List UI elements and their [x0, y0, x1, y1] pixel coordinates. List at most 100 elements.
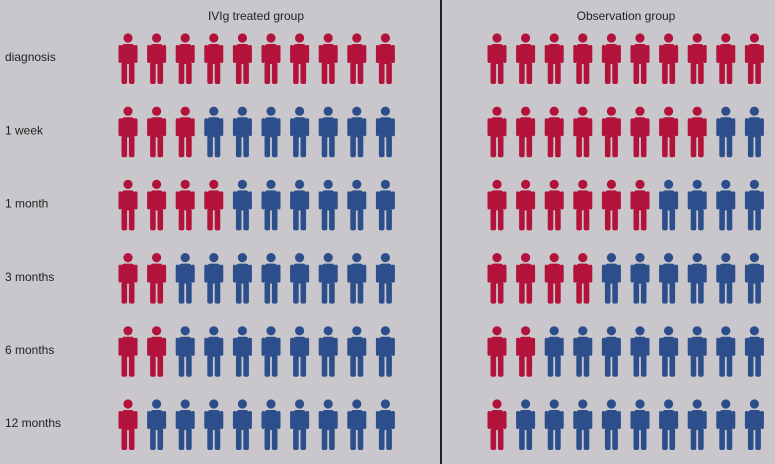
head: [492, 179, 502, 189]
arm: [277, 337, 281, 356]
arm: [731, 264, 736, 283]
torso: [321, 336, 335, 357]
person-icon: [147, 326, 167, 377]
leg: [719, 208, 725, 231]
torso: [719, 336, 733, 357]
person-icon: [659, 326, 679, 377]
arm: [560, 118, 564, 137]
torso: [293, 190, 307, 211]
head: [295, 399, 305, 409]
person-icon: [573, 326, 593, 377]
head: [606, 253, 616, 263]
arm: [646, 337, 650, 356]
arm: [703, 337, 707, 356]
person-icon: [601, 326, 621, 377]
leg: [235, 281, 242, 304]
arm: [516, 264, 520, 283]
arm: [334, 411, 338, 429]
head: [352, 179, 362, 189]
arm: [716, 45, 720, 63]
leg: [583, 62, 590, 84]
arm: [318, 264, 323, 283]
leg: [719, 354, 725, 377]
person-icon: [716, 399, 736, 450]
leg: [271, 135, 278, 158]
arm: [716, 191, 720, 210]
leg: [490, 208, 497, 231]
leg: [547, 208, 554, 231]
arm: [261, 264, 265, 283]
leg: [547, 354, 554, 377]
head: [152, 179, 162, 189]
leg: [669, 354, 676, 377]
torso: [747, 336, 761, 357]
leg: [547, 428, 554, 450]
leg: [186, 62, 192, 84]
head: [152, 399, 162, 409]
leg: [583, 428, 590, 450]
torso: [604, 263, 618, 284]
person-icon: [204, 326, 224, 377]
leg: [726, 428, 733, 450]
person-icon: [261, 33, 281, 84]
leg: [350, 62, 356, 84]
head: [380, 33, 390, 43]
arm: [191, 264, 195, 283]
arm: [674, 264, 679, 283]
person-icon: [516, 253, 536, 304]
arm: [630, 118, 634, 137]
leg: [633, 281, 640, 304]
person-icon: [744, 253, 764, 304]
person-icon: [601, 106, 621, 158]
person-icon: [261, 179, 281, 231]
leg: [604, 135, 611, 158]
arm: [118, 411, 122, 429]
arm: [248, 337, 252, 356]
leg: [378, 428, 385, 450]
torso: [264, 117, 278, 138]
torso: [207, 190, 221, 211]
torso: [350, 190, 364, 211]
arm: [232, 45, 237, 63]
leg: [755, 281, 761, 304]
head: [380, 253, 390, 263]
leg: [329, 281, 335, 304]
leg: [243, 62, 249, 84]
head: [749, 179, 759, 189]
person-icon: [290, 179, 310, 231]
arm: [134, 191, 138, 210]
person-icon: [544, 399, 564, 450]
arm: [277, 118, 281, 137]
leg: [186, 354, 192, 377]
head: [180, 399, 190, 409]
leg: [669, 208, 676, 231]
panel-title: IVIg treated group: [208, 9, 304, 23]
leg: [235, 354, 242, 377]
leg: [519, 62, 525, 84]
person-icon: [744, 326, 764, 377]
arm: [362, 118, 367, 137]
head: [606, 106, 616, 116]
arm: [318, 118, 323, 137]
head: [692, 33, 702, 43]
leg: [719, 135, 725, 158]
leg: [321, 62, 328, 84]
arm: [630, 191, 634, 210]
torso: [490, 336, 504, 357]
person-icon: [659, 399, 679, 450]
arm: [544, 264, 549, 283]
torso: [235, 190, 249, 211]
arm: [760, 191, 764, 210]
head: [180, 106, 190, 116]
leg: [178, 62, 185, 84]
leg: [669, 135, 676, 158]
leg: [576, 208, 582, 231]
arm: [162, 337, 167, 356]
person-icon: [318, 179, 338, 231]
head: [295, 33, 305, 43]
person-icon: [487, 106, 507, 158]
person-icon: [232, 33, 252, 84]
leg: [526, 428, 533, 450]
torso: [719, 410, 733, 430]
torso: [121, 190, 135, 211]
